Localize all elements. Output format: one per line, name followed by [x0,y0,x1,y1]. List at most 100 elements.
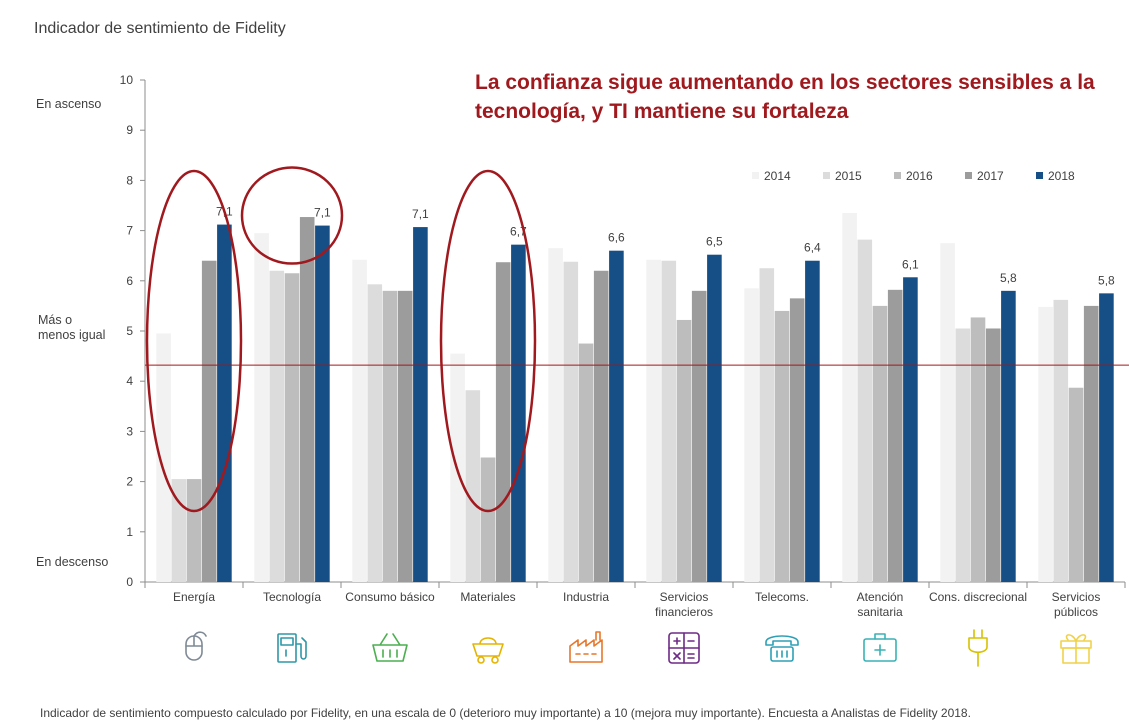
bar-2017 [887,289,903,582]
category-label: Servicios [1052,590,1101,604]
bar-2015 [1053,299,1069,582]
bar-2016 [872,305,888,582]
bar-2015 [759,268,775,582]
bar-2016 [284,273,300,582]
bar-2017 [789,298,805,582]
bar-2017 [495,262,511,582]
legend-swatch-2017 [965,172,972,179]
bar-2015 [661,260,677,582]
bar-2015 [955,328,971,582]
y-tick-label: 4 [126,374,133,388]
bar-2015 [269,270,285,582]
data-label: 5,8 [1098,273,1115,287]
mine-cart-icon [472,637,504,664]
category-label: Industria [563,590,609,604]
category-label: Energía [173,590,215,604]
bar-2015 [367,284,383,582]
band-label-mid-line2: menos igual [38,328,106,342]
y-tick-label: 2 [126,475,133,489]
fuel-pump-icon [277,633,307,663]
bar-2015 [857,239,873,583]
bar-2014 [254,233,269,583]
legend-swatch-2015 [823,172,830,179]
bar-2014 [940,243,955,582]
y-tick-label: 0 [126,575,133,589]
bar-2016 [480,457,496,582]
category-label: Servicios [660,590,709,604]
calculator-icon [668,632,700,664]
y-tick-label: 10 [120,73,134,87]
y-tick-label: 9 [126,123,133,137]
data-label: 6,4 [804,241,821,255]
bar-2018 [609,250,624,582]
bar-2014 [842,213,857,582]
y-tick-label: 5 [126,324,133,338]
bar-2016 [578,343,594,582]
y-tick-label: 6 [126,274,133,288]
bar-2017 [593,270,609,582]
category-label: públicos [1054,605,1098,619]
bar-2017 [985,328,1001,582]
basket-icon [372,633,408,662]
bar-2017 [397,290,413,582]
bar-2018 [707,254,722,583]
bar-2018 [805,260,820,582]
bar-2018 [1001,290,1016,582]
chart-title: Indicador de sentimiento de Fidelity [34,20,286,37]
medical-kit-icon [863,633,897,662]
legend-label-2015: 2015 [835,169,862,183]
band-label-up: En ascenso [36,97,102,111]
legend-label-2016: 2016 [906,169,933,183]
band-label-mid-line1: Más o [38,313,73,327]
bar-2018 [1099,293,1114,582]
y-tick-label: 8 [126,173,133,187]
legend-swatch-2016 [894,172,901,179]
highlight-ellipse-tecnología [240,166,344,265]
category-label: Cons. discrecional [929,590,1027,604]
data-label: 7,1 [314,206,331,220]
bar-2016 [186,479,202,582]
bar-2014 [646,259,661,582]
data-label: 6,5 [706,235,723,249]
legend-swatch-2014 [752,172,759,179]
bar-2014 [744,288,759,582]
bar-2016 [382,290,398,582]
bar-2016 [774,310,790,582]
y-tick-label: 1 [126,525,133,539]
bar-2018 [903,277,918,582]
bar-2015 [563,261,579,582]
highlight-ellipse-energía [145,169,243,513]
legend-swatch-2018 [1036,172,1043,179]
bar-2015 [465,390,481,582]
bar-2014 [156,333,171,582]
bar-2014 [1038,306,1053,582]
data-label: 6,6 [608,231,625,245]
highlight-ellipse-materiales [439,169,537,513]
category-label: Materiales [460,590,515,604]
bar-2016 [1068,387,1084,582]
bar-2018 [315,225,330,582]
mouse-icon [185,631,207,661]
data-label: 5,8 [1000,271,1017,285]
bar-2016 [970,317,986,582]
category-label: financieros [655,605,713,619]
category-label: sanitaria [857,605,903,619]
band-label-down: En descenso [36,555,109,569]
telephone-icon [765,635,799,662]
bar-2014 [352,259,367,582]
category-label: Telecoms. [755,590,809,604]
bar-2017 [299,217,315,582]
y-tick-label: 7 [126,224,133,238]
y-tick-label: 3 [126,424,133,438]
data-label: 6,1 [902,257,919,271]
gift-icon [1060,634,1092,664]
bar-2016 [676,319,692,582]
bar-2017 [201,260,217,582]
factory-icon [569,631,603,663]
data-label: 7,1 [412,207,429,221]
category-label: Consumo básico [345,590,435,604]
bar-2017 [691,290,707,582]
category-label: Atención [857,590,904,604]
chart-headline: La confianza sigue aumentando en los sec… [475,71,1095,123]
